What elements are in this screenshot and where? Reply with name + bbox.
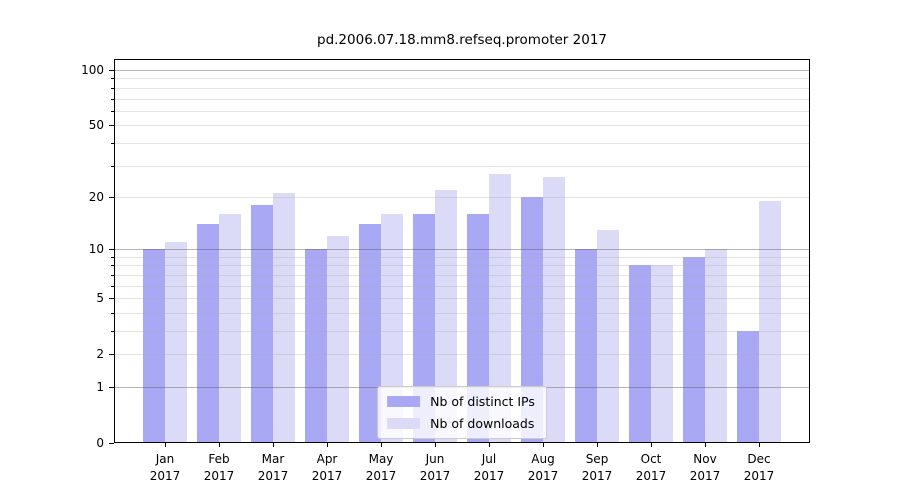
y-tick-label-100: 100 — [81, 62, 104, 77]
x-tick-mark-apr — [326, 443, 328, 447]
bar-downloads-sep — [597, 229, 619, 443]
x-tick-mark-sep — [596, 443, 598, 447]
x-tick-mark-dec — [758, 443, 760, 447]
x-tick-mark-aug — [542, 443, 544, 447]
y-tick-label-0: 0 — [96, 436, 104, 450]
bar-ips-may — [359, 224, 381, 443]
y-minor-tick-mark-4 — [111, 312, 114, 314]
y-minor-tick-mark-8 — [111, 265, 114, 267]
x-tick-label-sep: Sep 2017 — [581, 452, 613, 483]
x-tick-label-aug: Aug 2017 — [527, 452, 559, 483]
x-tick-mark-nov — [704, 443, 706, 447]
x-tick-label-jan: Jan 2017 — [149, 452, 181, 483]
y-minor-tick-mark-60 — [111, 110, 114, 112]
bar-ips-jul — [467, 214, 489, 443]
chart-title: pd.2006.07.18.mm8.refseq.promoter 2017 — [317, 32, 607, 48]
y-tick-mark-20 — [109, 196, 114, 198]
bar-downloads-jul — [489, 173, 511, 443]
legend-item-downloads: Nb of downloads — [387, 416, 535, 431]
bar-ips-mar — [251, 205, 273, 443]
y-tick-label-5: 5 — [96, 291, 104, 306]
bar-downloads-apr — [327, 235, 349, 443]
x-tick-mark-oct — [650, 443, 652, 447]
x-tick-mark-jan — [164, 443, 166, 447]
y-tick-label-2: 2 — [96, 347, 104, 362]
bar-downloads-may — [381, 214, 403, 443]
y-minor-tick-mark-40 — [111, 142, 114, 144]
bar-ips-sep — [575, 249, 597, 443]
legend-label-downloads: Nb of downloads — [430, 416, 535, 431]
x-tick-label-jul: Jul 2017 — [473, 452, 505, 483]
y-tick-mark-50 — [109, 125, 114, 127]
x-tick-label-oct: Oct 2017 — [635, 452, 667, 483]
legend-item-distinct-ips: Nb of distinct IPs — [387, 394, 535, 409]
plot-area: Nb of distinct IPs Nb of downloads — [114, 59, 810, 443]
y-tick-label-10: 10 — [88, 242, 104, 257]
bar-ips-nov — [683, 256, 705, 443]
y-minor-tick-mark-80 — [111, 87, 114, 89]
bar-ips-dec — [737, 331, 759, 443]
x-tick-mark-jun — [434, 443, 436, 447]
bar-downloads-dec — [759, 200, 781, 443]
legend-swatch-downloads — [387, 418, 421, 429]
x-tick-mark-feb — [218, 443, 220, 447]
y-tick-label-50: 50 — [88, 118, 104, 133]
y-tick-mark-0 — [109, 443, 114, 444]
y-minor-tick-mark-30 — [111, 165, 114, 167]
bar-downloads-mar — [273, 193, 295, 443]
bar-ips-oct — [629, 265, 651, 443]
bars-layer — [114, 59, 810, 443]
bar-ips-apr — [305, 249, 327, 443]
legend-label-distinct-ips: Nb of distinct IPs — [430, 394, 535, 409]
y-tick-label-1: 1 — [96, 379, 104, 394]
bar-downloads-jan — [165, 242, 187, 443]
bar-downloads-nov — [705, 249, 727, 443]
y-minor-tick-mark-3 — [111, 331, 114, 332]
y-minor-tick-mark-90 — [111, 78, 114, 80]
y-minor-tick-mark-6 — [111, 285, 114, 287]
bar-downloads-aug — [543, 176, 565, 443]
y-tick-mark-1 — [109, 387, 114, 388]
y-tick-mark-5 — [109, 298, 114, 300]
x-tick-label-dec: Dec 2017 — [743, 452, 775, 483]
bar-downloads-jun — [435, 189, 457, 443]
bar-ips-feb — [197, 224, 219, 443]
legend: Nb of distinct IPs Nb of downloads — [377, 386, 547, 439]
x-tick-label-nov: Nov 2017 — [689, 452, 721, 483]
bar-ips-jan — [143, 249, 165, 443]
x-tick-label-jun: Jun 2017 — [419, 452, 451, 483]
bar-ips-aug — [521, 196, 543, 443]
x-tick-mark-may — [380, 443, 382, 447]
y-minor-tick-mark-7 — [111, 274, 114, 276]
x-tick-label-feb: Feb 2017 — [203, 452, 235, 483]
y-tick-mark-10 — [109, 249, 114, 251]
y-minor-tick-mark-70 — [111, 98, 114, 100]
legend-swatch-distinct-ips — [387, 396, 421, 407]
y-tick-label-20: 20 — [88, 189, 104, 204]
y-tick-mark-100 — [109, 70, 114, 71]
x-tick-label-mar: Mar 2017 — [257, 452, 289, 483]
y-minor-tick-mark-9 — [111, 256, 114, 258]
y-tick-mark-2 — [109, 354, 114, 356]
bar-ips-jun — [413, 214, 435, 443]
bar-downloads-oct — [651, 265, 673, 443]
x-tick-label-apr: Apr 2017 — [311, 452, 343, 483]
bar-downloads-feb — [219, 214, 241, 443]
x-tick-label-may: May 2017 — [365, 452, 397, 483]
x-tick-mark-mar — [272, 443, 274, 447]
x-tick-mark-jul — [488, 443, 490, 447]
